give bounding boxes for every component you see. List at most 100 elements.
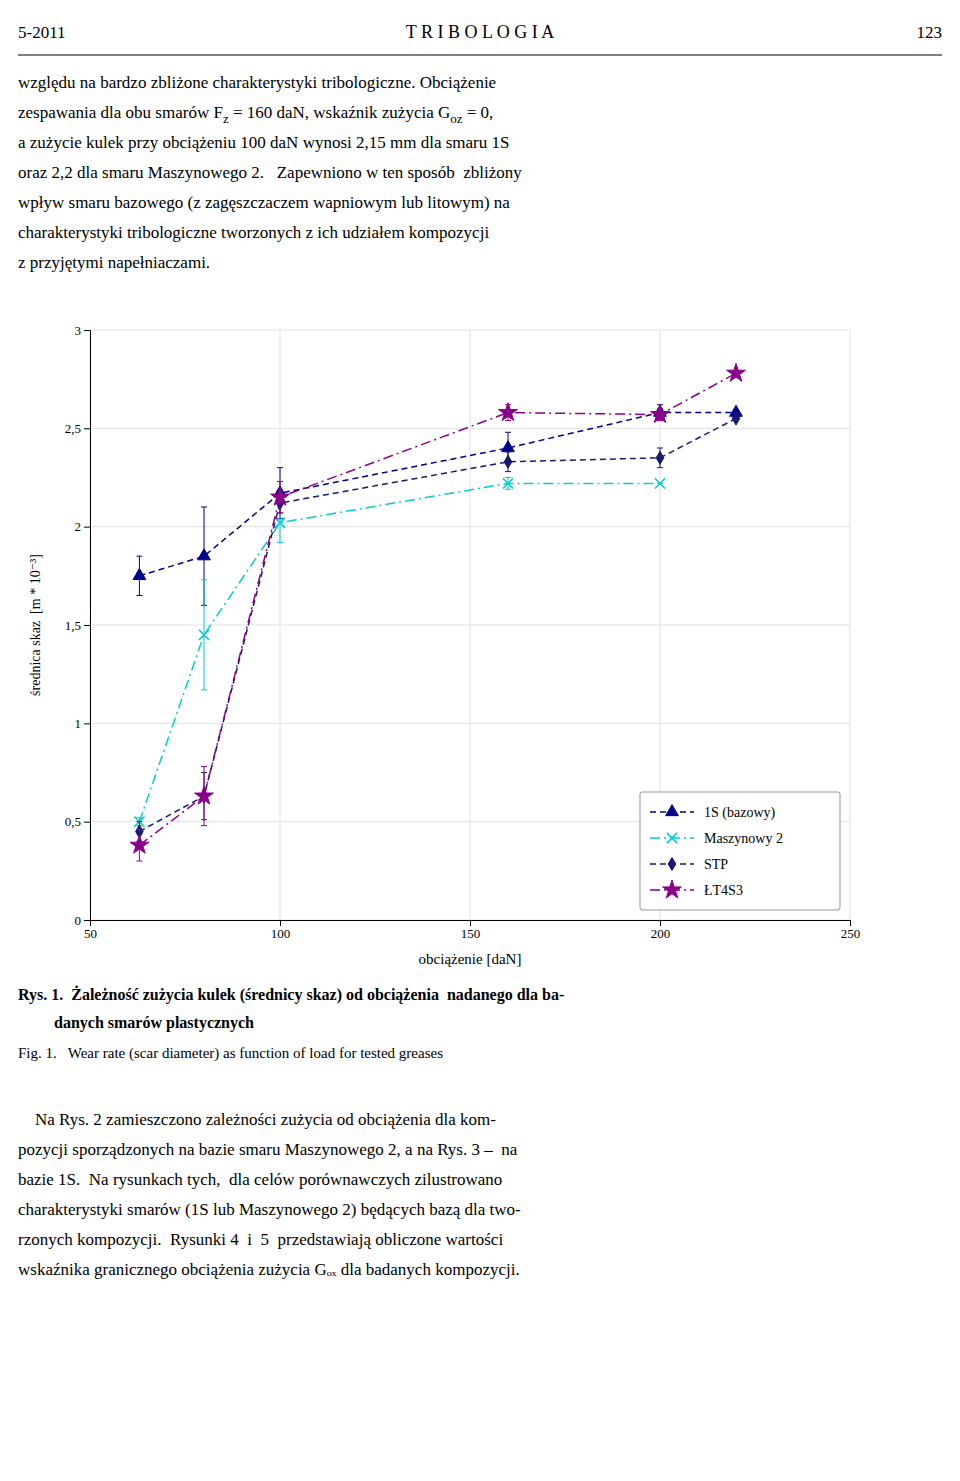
- x-axis-title: obciążenie [daN]: [419, 951, 522, 967]
- text-segment: = 160 daN, wskaźnik zużycia G: [229, 103, 451, 122]
- marker: [195, 786, 214, 804]
- text-line: z przyjętymi napełniaczami.: [18, 253, 210, 272]
- text-segment: wpływ smaru bazowego (z zagęszczaczem wa…: [18, 193, 510, 212]
- tick-label: 250: [841, 926, 861, 941]
- text-line: bazie 1S. Na rysunkach tych, dla celów p…: [18, 1170, 502, 1189]
- text-line: zespawania dla obu smarów Fz = 160 daN, …: [18, 103, 493, 126]
- header-right: 123: [917, 23, 943, 42]
- tick: 250: [841, 920, 861, 941]
- text-line: wskaźnika granicznego obciążenia zużycia…: [18, 1260, 520, 1279]
- legend-marker: [666, 805, 679, 816]
- tick-mark: [84, 625, 90, 626]
- legend: 1S (bazowy)Maszynowy 2STPŁT4S3: [640, 792, 840, 910]
- tick-label: 0: [75, 913, 82, 928]
- text-line: charakterystyki smarów (1S lub Maszynowe…: [18, 1200, 521, 1219]
- tick-mark: [280, 920, 281, 926]
- tick: 0,5: [65, 814, 90, 829]
- marker: [198, 549, 211, 560]
- text-line: a zużycie kulek przy obciążeniu 100 daN …: [18, 133, 509, 152]
- tick: 1: [75, 716, 91, 731]
- marker: [275, 518, 285, 528]
- tick-mark: [84, 527, 90, 528]
- series-line: [139, 483, 660, 821]
- legend-label: 1S (bazowy): [704, 805, 775, 821]
- error-bar-cap: [201, 825, 207, 826]
- tick-label: 150: [461, 926, 481, 941]
- caption-pl: Rys. 1. Żależność zużycia kulek (średnic…: [18, 985, 564, 1004]
- marker: [133, 568, 146, 579]
- series: [136, 412, 740, 841]
- legend-frame: [640, 792, 840, 910]
- header-left: 5-2011: [18, 23, 66, 42]
- marker: [655, 478, 665, 488]
- legend-label: STP: [704, 857, 728, 872]
- tick: 200: [651, 920, 671, 941]
- header-rule: [18, 54, 942, 55]
- legend-marker: [663, 880, 682, 898]
- subscript: oz: [450, 111, 463, 126]
- error-bar-cap: [277, 542, 283, 543]
- legend-label: Maszynowy 2: [704, 831, 783, 846]
- text-segment: z przyjętymi napełniaczami.: [18, 253, 210, 272]
- grid-line-y: [90, 428, 850, 429]
- tick: 2,5: [65, 421, 90, 436]
- text-line: oraz 2,2 dla smaru Maszynowego 2. Zapewn…: [18, 163, 522, 182]
- marker: [727, 363, 746, 381]
- error-bar-cap: [136, 595, 142, 596]
- axis-line: [84, 331, 91, 921]
- header-center: T R I B O L O G I A: [406, 22, 555, 42]
- legend-marker: [667, 833, 677, 843]
- error-bar-cap: [505, 420, 511, 421]
- legend-item: Maszynowy 2: [650, 831, 783, 846]
- error-bar-cap: [136, 821, 142, 822]
- x-axis: 50 100 150 200 250: [84, 920, 860, 941]
- legend-marker: [668, 857, 676, 870]
- error-bar-cap: [201, 507, 207, 508]
- series-line: [139, 419, 736, 832]
- tick-mark: [850, 920, 851, 926]
- y-axis: 0 0,5 1 1,5 2 2,5 3: [65, 323, 91, 928]
- error-bar-cap: [136, 861, 142, 862]
- tick-label: 1,5: [65, 618, 81, 633]
- axis-line: [91, 921, 851, 927]
- series: [134, 478, 665, 827]
- error-bar: [505, 452, 511, 472]
- error-bar-cap: [505, 451, 511, 452]
- error-bar-cap: [505, 489, 511, 490]
- plot-area: [130, 363, 745, 861]
- legend-item: STP: [650, 857, 728, 872]
- text-segment: oraz 2,2 dla smaru Maszynowego 2. Zapewn…: [18, 163, 522, 182]
- text-segment: względu na bardzo zbliżone charakterysty…: [18, 73, 496, 92]
- series-line: [139, 413, 736, 576]
- text-segment: charakterystyki tribologiczne tworzonych…: [18, 223, 489, 242]
- error-bar-cap: [505, 477, 511, 478]
- series-line: [139, 373, 736, 845]
- tick-label: 2: [75, 519, 82, 534]
- marker: [499, 403, 518, 421]
- tick-label: 2,5: [65, 421, 81, 436]
- tick-label: 1: [75, 716, 82, 731]
- tick-mark: [84, 822, 90, 823]
- tick: 100: [271, 920, 291, 941]
- caption-en: Fig. 1. Wear rate (scar diameter) as fun…: [18, 1045, 443, 1062]
- tick-mark: [84, 723, 90, 724]
- marker: [656, 451, 664, 464]
- tick: 3: [75, 323, 91, 338]
- tick: 1,5: [65, 618, 90, 633]
- caption-pl: danych smarów plastycznych: [18, 1014, 254, 1032]
- marker: [504, 455, 512, 468]
- error-bar-cap: [277, 467, 283, 468]
- tick-mark: [84, 330, 90, 331]
- tick: 50: [84, 920, 97, 941]
- error-bar: [657, 448, 663, 468]
- marker: [732, 412, 740, 425]
- grid-line-y: [90, 330, 850, 331]
- marker: [130, 835, 149, 853]
- tick: 150: [461, 920, 481, 941]
- chart: 50 100 150 200 250 0 0,5 1 1,5 2 2,5 3 obciążenie [d…: [28, 323, 860, 967]
- grid-line-y: [90, 723, 850, 724]
- tick-label: 100: [271, 926, 291, 941]
- page: 5-2011T R I B O L O G I A123względu na b…: [0, 0, 960, 1481]
- text-line: wpływ smaru bazowego (z zagęszczaczem wa…: [18, 193, 510, 212]
- tick-mark: [470, 920, 471, 926]
